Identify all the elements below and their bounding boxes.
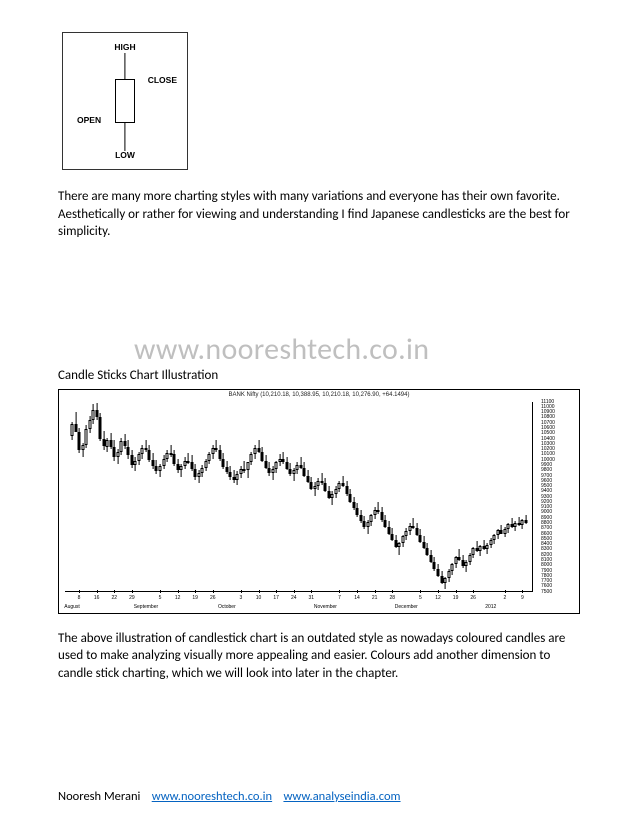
wick-upper: [124, 53, 125, 81]
author-name: Nooresh Merani: [58, 789, 140, 804]
label-open: OPEN: [77, 115, 101, 125]
candle-anatomy-diagram: HIGH CLOSE OPEN LOW: [62, 32, 188, 170]
candlestick-chart: BANK Nifty (10,210.18, 10,388.95, 10,210…: [58, 389, 580, 614]
chart-title: BANK Nifty (10,210.18, 10,388.95, 10,210…: [59, 392, 579, 398]
candle-body: [115, 79, 135, 123]
watermark-text: www.nooreshtech.co.in: [58, 331, 580, 368]
paragraph-2: The above illustration of candlestick ch…: [58, 630, 580, 683]
wick-lower: [124, 123, 125, 151]
footer-link-2[interactable]: www.analyseindia.com: [283, 789, 400, 804]
label-low: LOW: [115, 150, 135, 160]
paragraph-1: There are many more charting styles with…: [58, 188, 580, 241]
x-axis: 816222951219263101724317142128512192629A…: [65, 593, 533, 611]
y-axis: 1110011000109001080010700106001050010400…: [537, 402, 577, 592]
footer: Nooresh Merani www.nooreshtech.co.in www…: [58, 789, 401, 804]
plot-area: [65, 402, 533, 592]
label-close: CLOSE: [148, 75, 177, 85]
section-title: Candle Sticks Chart Illustration: [58, 368, 580, 383]
footer-link-1[interactable]: www.nooreshtech.co.in: [152, 789, 272, 804]
label-high: HIGH: [114, 42, 135, 52]
